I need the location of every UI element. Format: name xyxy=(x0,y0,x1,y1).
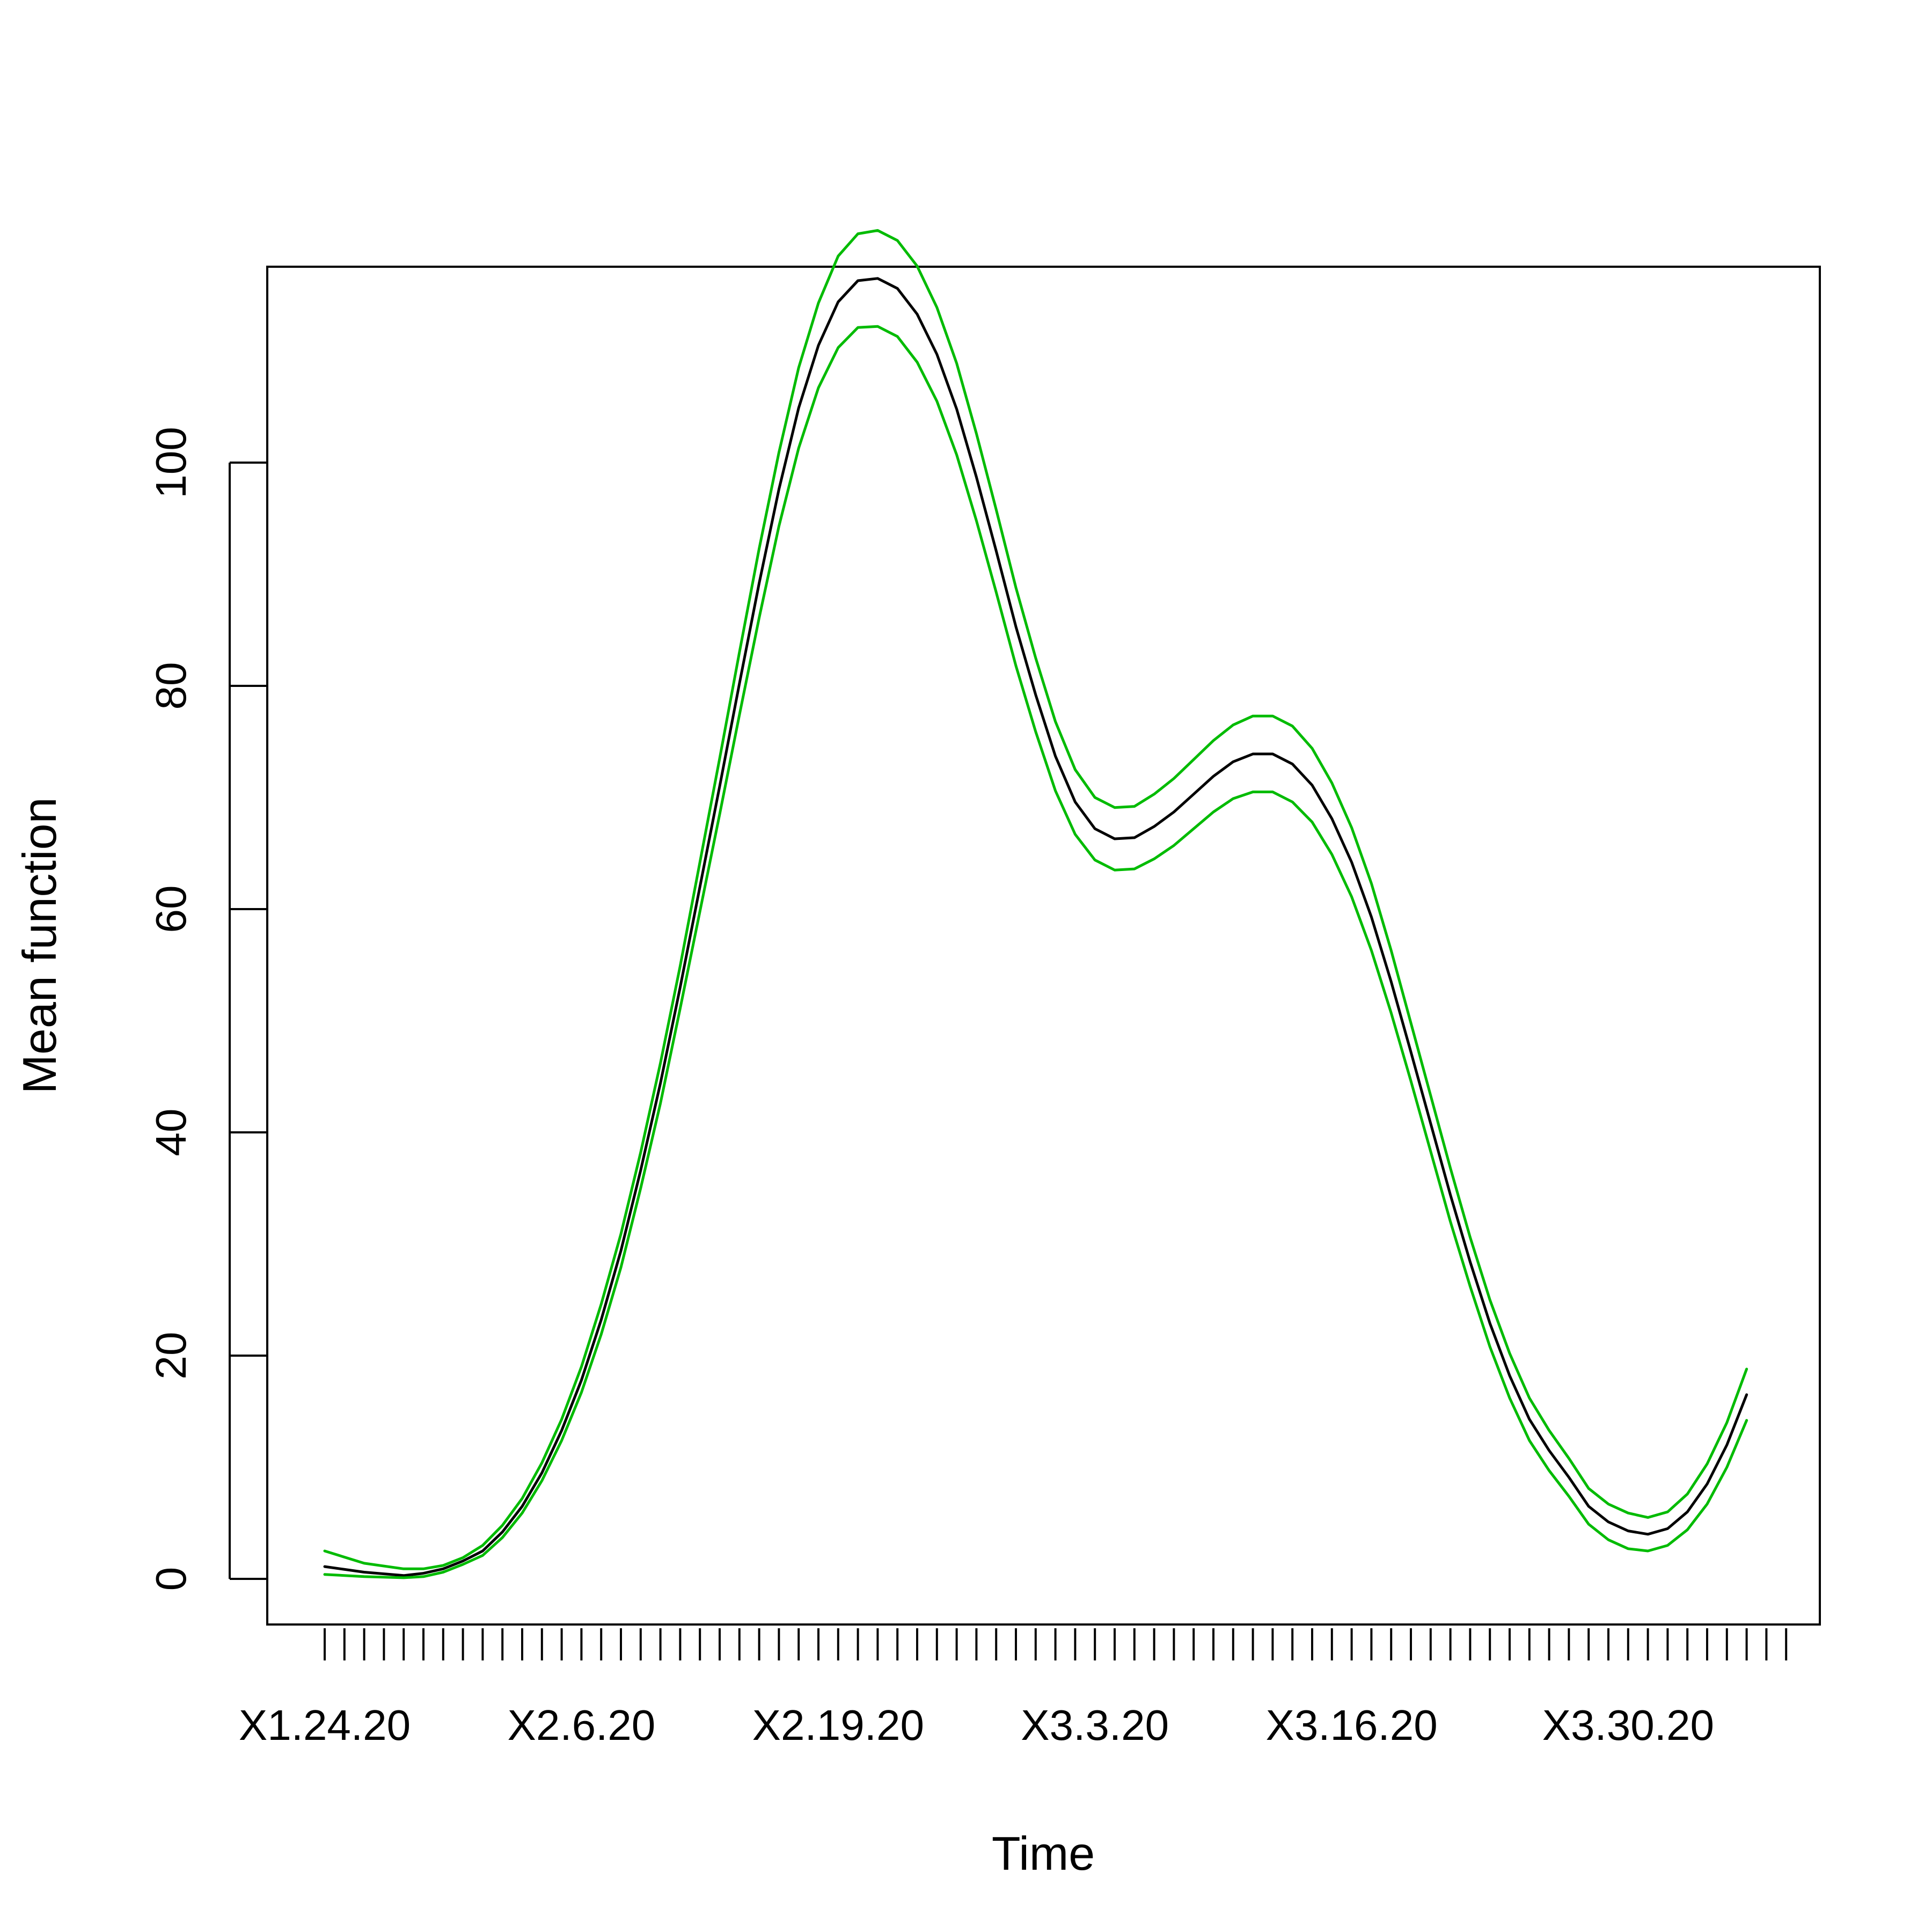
plot-frame xyxy=(266,266,1821,1626)
x-tick-label: X2.19.20 xyxy=(752,1701,924,1749)
x-tick-label: X3.30.20 xyxy=(1542,1701,1714,1749)
y-axis: 0 20 40 60 80 100 xyxy=(147,427,267,1591)
x-tick-label: X3.16.20 xyxy=(1265,1701,1437,1749)
series-line-upper-band xyxy=(323,229,1748,1570)
y-tick-label: 100 xyxy=(147,427,195,498)
x-tick-label: X1.24.20 xyxy=(239,1701,411,1749)
y-tick-label: 40 xyxy=(147,1109,195,1157)
series-layer xyxy=(323,229,1748,1579)
y-tick-label: 0 xyxy=(147,1567,195,1591)
y-tick-label: 60 xyxy=(147,885,195,933)
x-tick-label: X3.3.20 xyxy=(1021,1701,1169,1749)
y-tick-label: 80 xyxy=(147,662,195,710)
x-axis: X1.24.20 X2.6.20 X2.19.20 X3.3.20 X3.16.20 X3… xyxy=(239,1628,1788,1749)
y-axis-title: Mean function xyxy=(13,797,66,1094)
x-axis-title: Time xyxy=(992,1827,1095,1880)
series-line-lower-band xyxy=(323,325,1748,1579)
y-tick-label: 20 xyxy=(147,1332,195,1380)
x-tick-label: X2.6.20 xyxy=(508,1701,656,1749)
series-line-mean xyxy=(323,277,1748,1577)
